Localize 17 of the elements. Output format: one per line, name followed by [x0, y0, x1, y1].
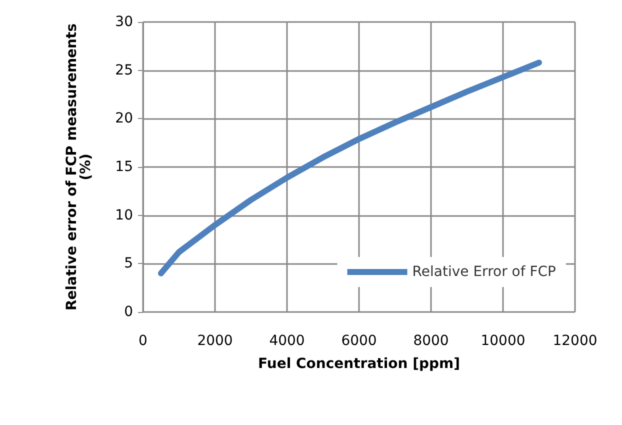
x-tick-label: 0 — [138, 333, 148, 349]
x-axis-title: Fuel Concentration [ppm] — [258, 356, 460, 372]
x-tick-label: 6000 — [341, 333, 377, 349]
x-tick-label: 10000 — [480, 333, 526, 349]
y-tick-label: 15 — [115, 159, 133, 175]
y-tick-label: 30 — [115, 14, 133, 30]
x-tick-label: 4000 — [269, 333, 305, 349]
y-tick-label: 25 — [115, 62, 133, 78]
y-tick-label: 20 — [115, 110, 133, 127]
legend-label: Relative Error of FCP — [412, 264, 556, 280]
x-tick-label: 2000 — [197, 333, 233, 349]
y-tick-label: 5 — [124, 256, 133, 272]
x-tick-label: 8000 — [413, 333, 449, 349]
x-tick-label: 12000 — [552, 333, 598, 349]
y-tick-label: 0 — [124, 304, 133, 320]
y-tick-label: 10 — [115, 207, 133, 224]
y-axis-title: Relative error of FCP measurements (%) — [64, 23, 94, 311]
